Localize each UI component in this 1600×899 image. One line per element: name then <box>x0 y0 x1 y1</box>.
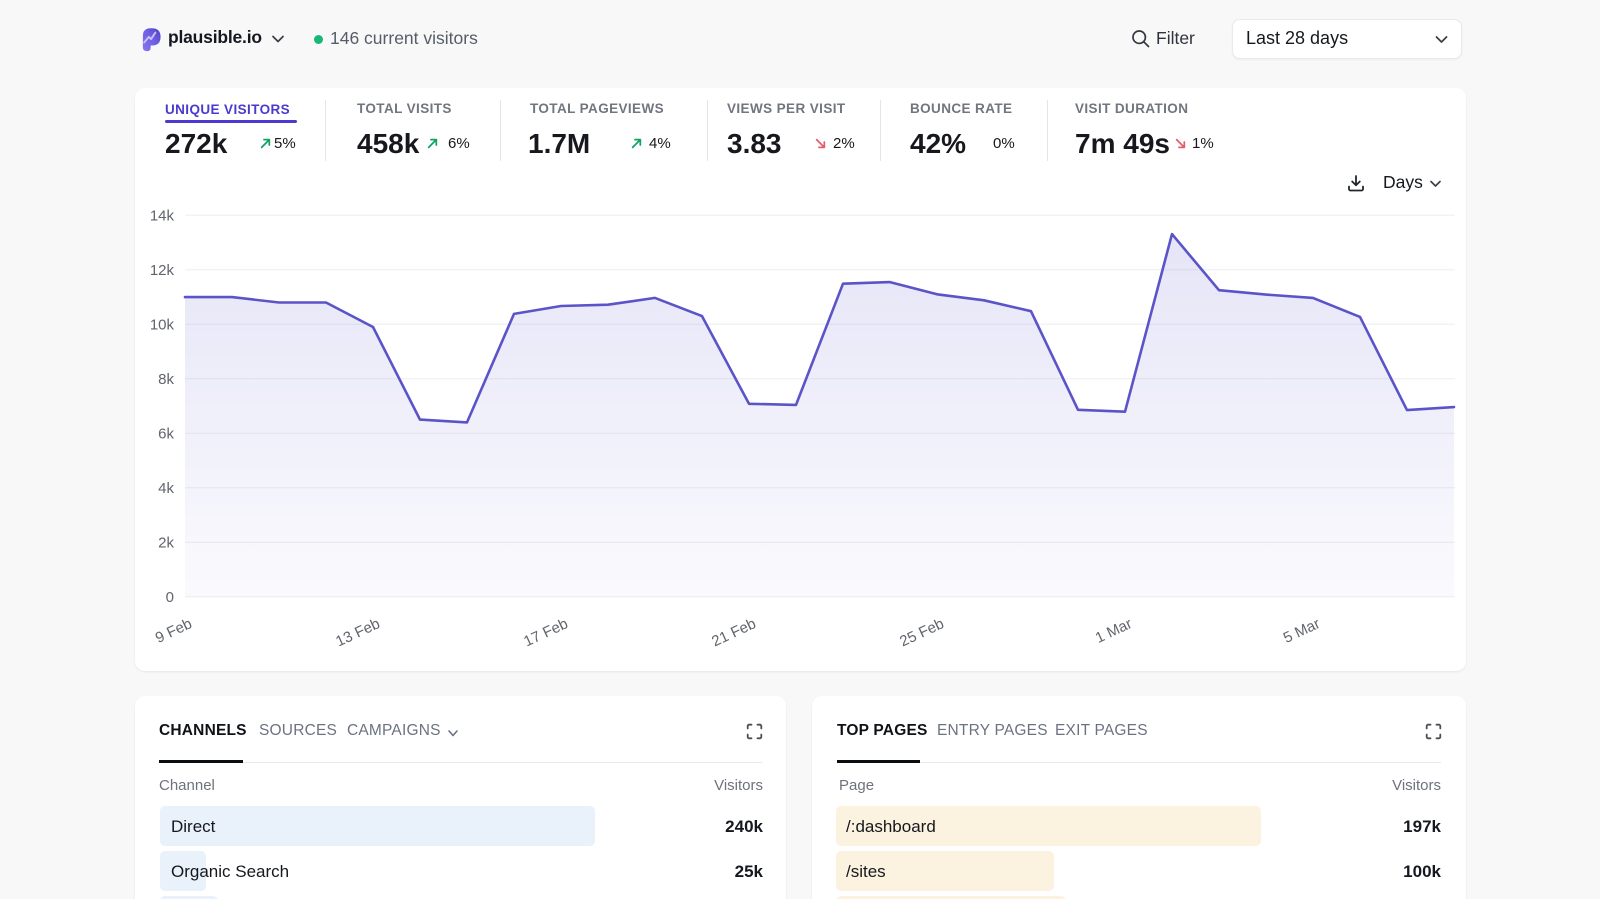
svg-text:4k: 4k <box>158 480 174 497</box>
svg-text:13 Feb: 13 Feb <box>333 615 383 650</box>
svg-text:2k: 2k <box>158 535 174 552</box>
svg-text:14k: 14k <box>150 208 175 225</box>
svg-text:5 Mar: 5 Mar <box>1281 615 1323 647</box>
svg-text:0: 0 <box>166 589 174 606</box>
svg-text:1 Mar: 1 Mar <box>1093 615 1135 647</box>
svg-text:9 Feb: 9 Feb <box>153 615 195 647</box>
svg-text:12k: 12k <box>150 262 175 279</box>
svg-text:6k: 6k <box>158 426 174 443</box>
svg-text:17 Feb: 17 Feb <box>521 615 571 650</box>
svg-text:21 Feb: 21 Feb <box>709 615 759 650</box>
svg-text:8k: 8k <box>158 371 174 388</box>
svg-text:10k: 10k <box>150 317 175 334</box>
svg-text:25 Feb: 25 Feb <box>897 615 947 650</box>
